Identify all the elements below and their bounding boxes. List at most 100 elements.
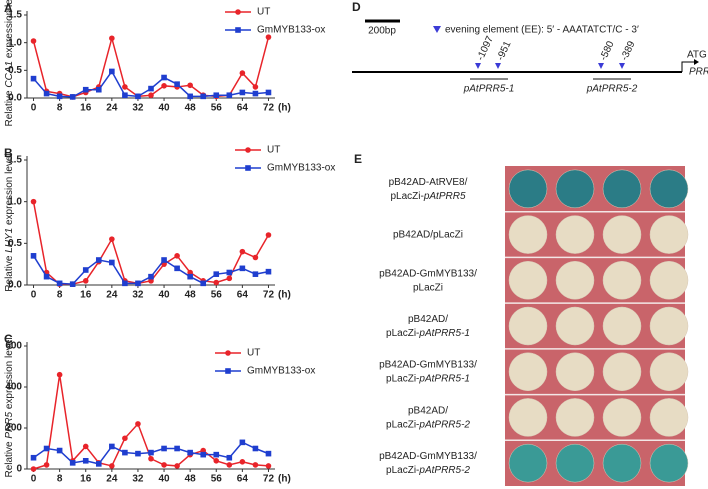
point (148, 85, 154, 92)
y-tick-label: 1.5 (8, 155, 22, 166)
text-part: pB42AD/ (408, 314, 448, 325)
x-axis-label: (h) (278, 290, 291, 301)
row-label: pB42AD/ (408, 405, 448, 416)
y-tick-label: 600 (5, 341, 22, 352)
point (161, 83, 167, 89)
x-tick-label: 32 (132, 474, 144, 485)
ee-site (619, 63, 625, 69)
point (252, 90, 259, 97)
point (239, 265, 246, 272)
point (148, 455, 154, 462)
colony-spot (508, 352, 548, 391)
point (187, 93, 193, 100)
point (252, 254, 259, 261)
colony-spot (602, 443, 642, 483)
x-tick-label: 16 (80, 103, 92, 114)
point (265, 232, 272, 238)
colony-spot (555, 306, 595, 346)
legend-marker (245, 147, 251, 153)
x-tick-label: 64 (237, 290, 249, 301)
row-label: pLacZi-pAtPRR5-1 (386, 328, 470, 339)
x-tick-label: 24 (106, 290, 118, 301)
text-part: pLacZi- (390, 190, 423, 201)
ee-site (495, 63, 501, 69)
point (161, 462, 167, 468)
point (226, 269, 233, 276)
italic-part: pAtPRR5 (423, 190, 466, 201)
point (122, 84, 128, 90)
point (69, 460, 76, 466)
x-tick-label: 64 (237, 474, 249, 485)
point (30, 38, 37, 44)
point (69, 281, 76, 287)
row-label: pB42AD-GmMYB133/ (379, 451, 477, 462)
point (82, 443, 89, 450)
colony-spot (649, 169, 689, 209)
y-tick-label: 0.5 (8, 238, 22, 249)
y-tick-label: 1.0 (8, 196, 22, 207)
colony-spot (508, 306, 548, 346)
colony-spot (555, 352, 595, 391)
point (187, 273, 193, 280)
point (109, 236, 115, 242)
y-axis-label: Relative PRR5 expression level (4, 337, 15, 477)
site-label: -951 (495, 39, 514, 62)
point (95, 461, 102, 467)
panel-label: B (4, 146, 13, 160)
row-label: pLacZi (413, 282, 443, 293)
fragment-label: pAtPRR5-2 (586, 84, 638, 95)
point (56, 371, 63, 378)
legend-marker (245, 165, 251, 171)
x-tick-label: 8 (57, 290, 63, 301)
row-label: pB42AD-GmMYB133/ (379, 359, 477, 370)
colony-spot (508, 398, 548, 437)
point (239, 70, 246, 76)
point (56, 93, 63, 100)
text-part: pB42AD/ (408, 405, 448, 416)
site-label: -580 (598, 39, 617, 62)
x-tick-label: 32 (132, 103, 144, 114)
italic-part: pAtPRR5-2 (418, 419, 470, 430)
point (135, 421, 141, 427)
x-tick-label: 40 (158, 474, 170, 485)
point (174, 463, 180, 469)
point (239, 459, 246, 465)
point (69, 94, 76, 100)
text-part: pB42AD-AtRVE8/ (389, 176, 468, 187)
point (109, 68, 115, 75)
row-label: pB42AD-AtRVE8/ (389, 176, 468, 187)
point (226, 462, 233, 468)
x-tick-label: 8 (57, 103, 63, 114)
point (82, 278, 89, 284)
x-tick-label: 16 (80, 290, 92, 301)
point (174, 81, 180, 87)
point (43, 90, 50, 97)
point (135, 450, 141, 457)
y-tick-label: 200 (5, 423, 22, 434)
italic-part: CCA1 (4, 61, 15, 88)
text-part: pLacZi- (386, 328, 419, 339)
italic-part: pAtPRR5-1 (418, 373, 470, 384)
point (252, 84, 259, 90)
text-part: expression level (4, 337, 15, 411)
panel-label: E (354, 152, 362, 166)
point (43, 273, 50, 280)
text-part: pB42AD-GmMYB133/ (379, 451, 477, 462)
x-tick-label: 72 (263, 290, 275, 301)
italic-part: LHY1 (4, 228, 15, 253)
point (135, 93, 141, 100)
x-tick-label: 0 (31, 290, 37, 301)
colony-spot (555, 261, 595, 300)
point (30, 75, 37, 82)
point (95, 86, 102, 93)
row-label: pB42AD/pLacZi (393, 229, 463, 240)
text-part: expression level (4, 0, 15, 61)
point (213, 451, 220, 458)
point (252, 271, 259, 277)
point (148, 92, 154, 99)
x-tick-label: 40 (158, 103, 170, 114)
start-label: ATG (687, 50, 707, 61)
point (109, 35, 115, 42)
colony-spot (555, 398, 595, 437)
